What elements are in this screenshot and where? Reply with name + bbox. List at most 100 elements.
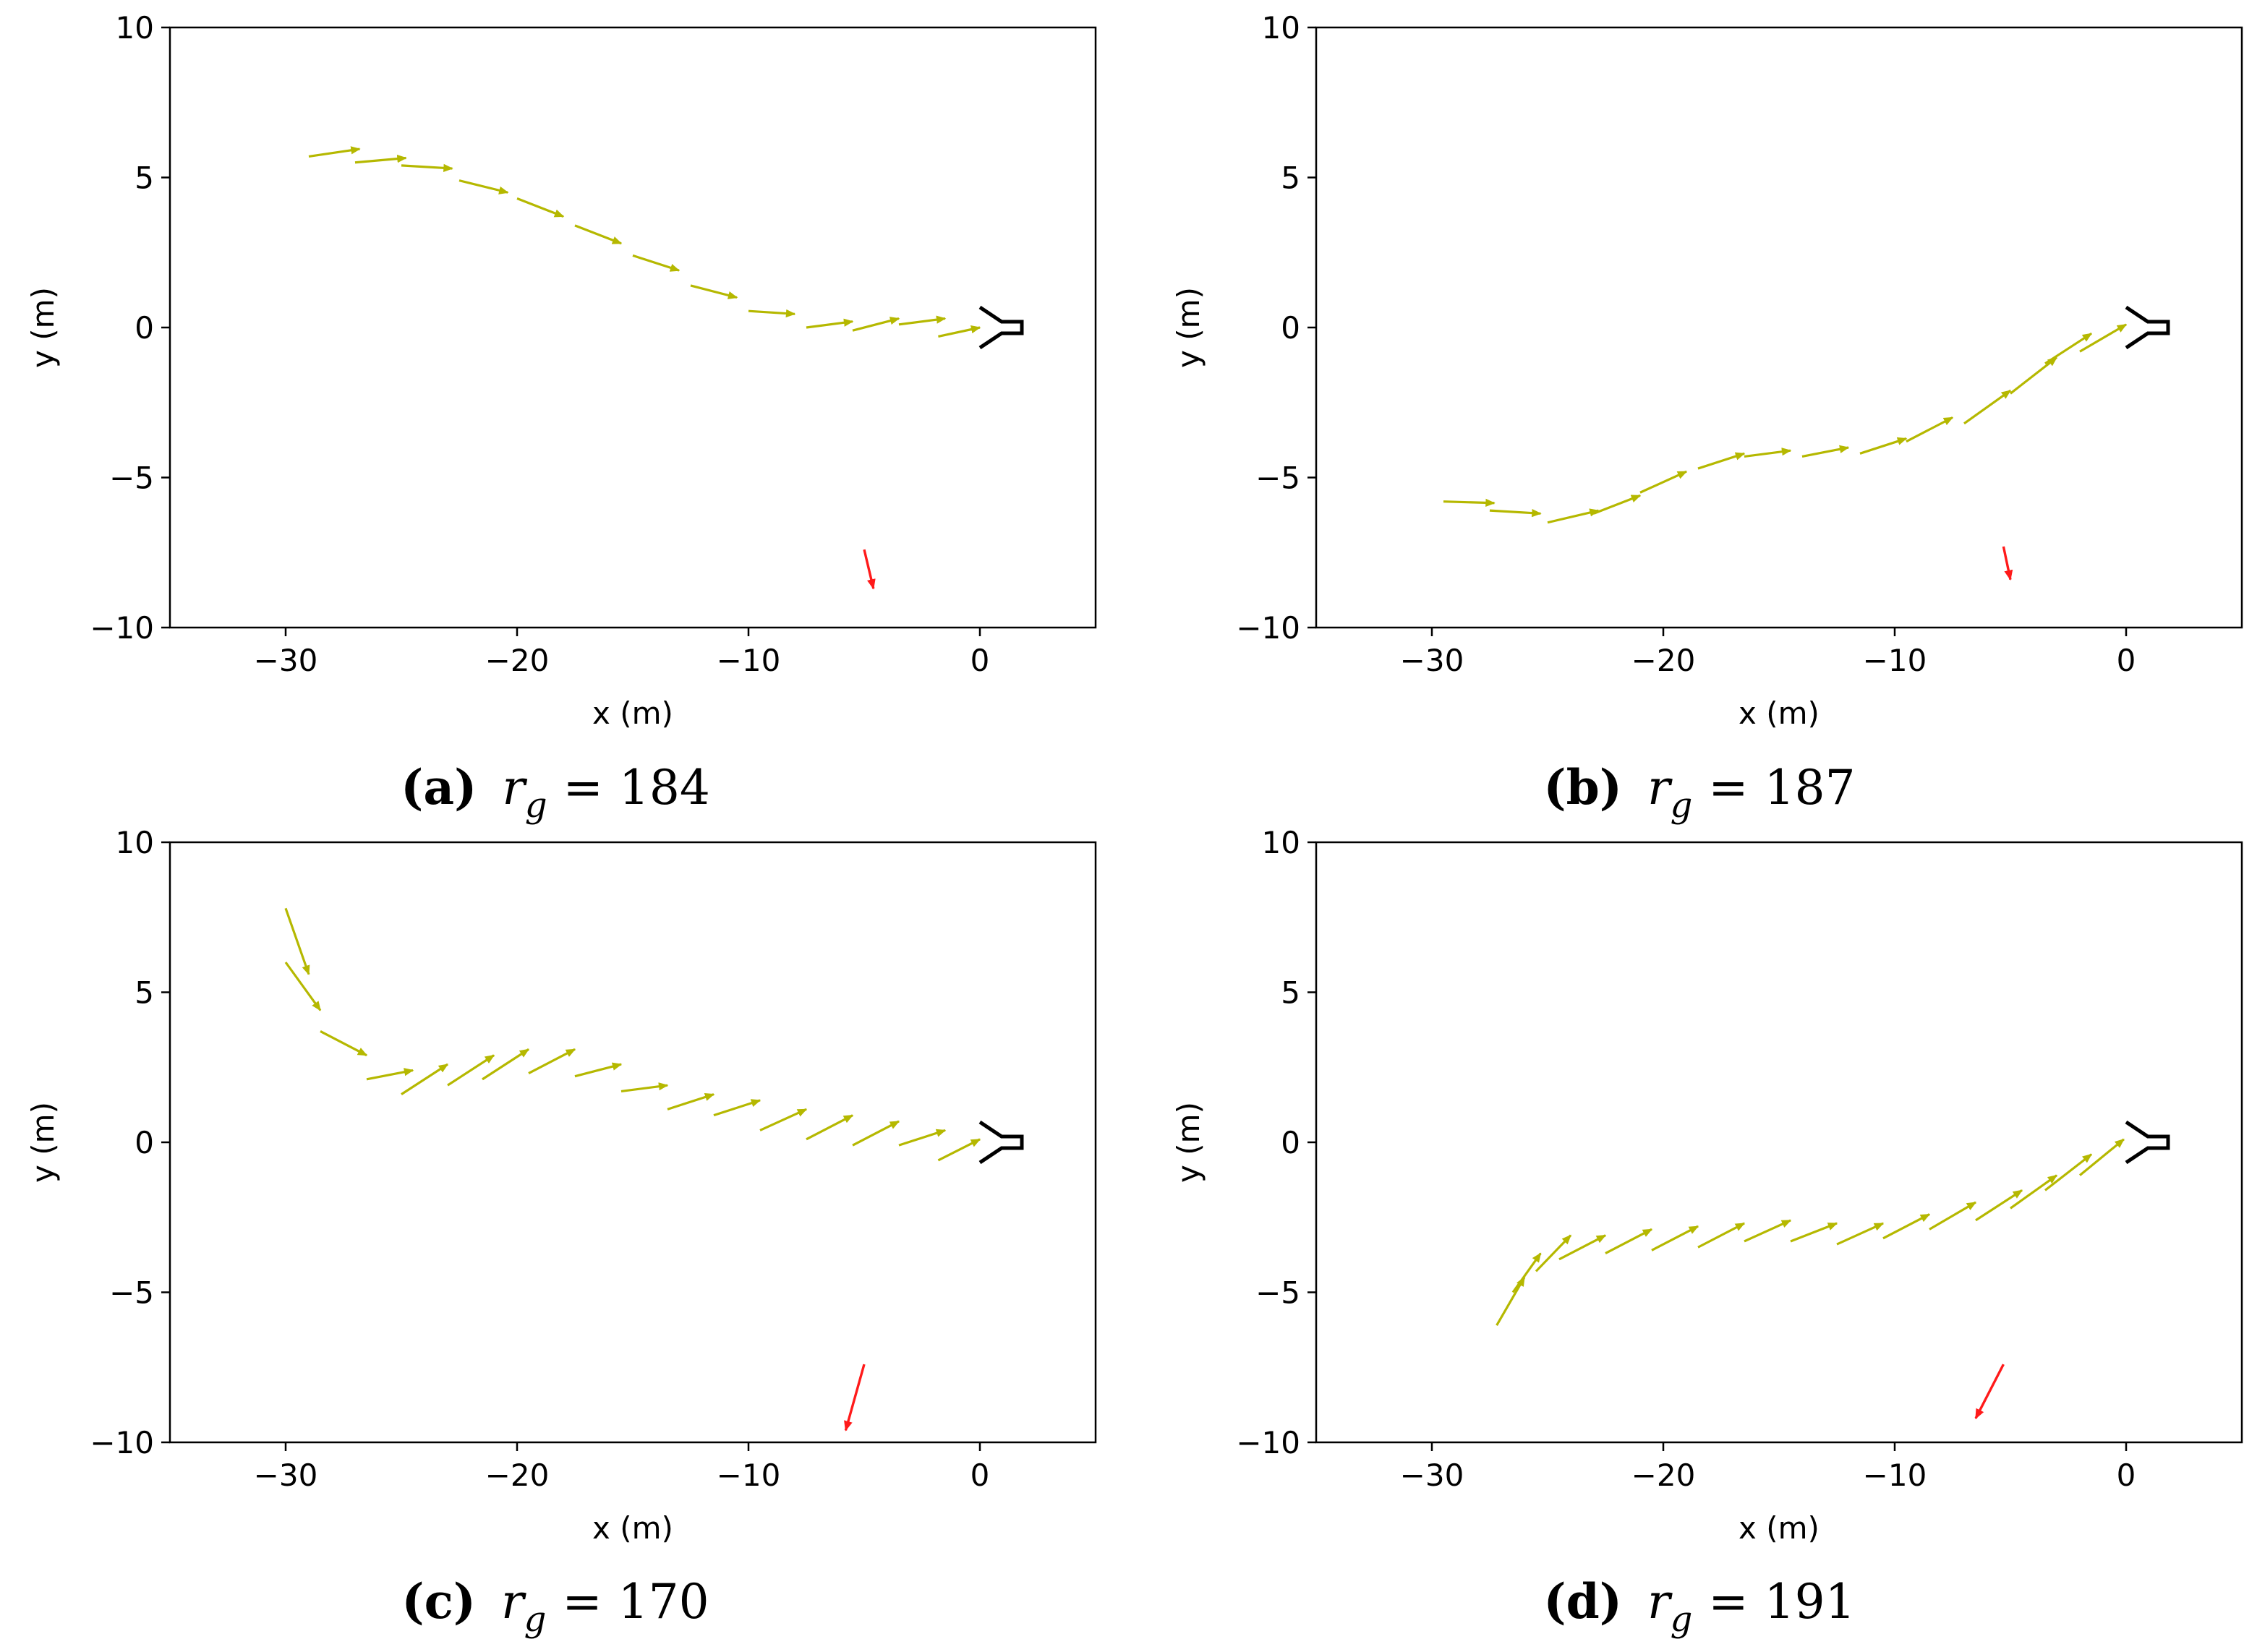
trajectory-arrow — [2010, 356, 2058, 395]
trajectory-arrow — [284, 907, 310, 975]
trajectory-arrow — [458, 179, 509, 194]
trajectory-arrow — [574, 224, 623, 245]
trajectory-arrow — [620, 1082, 669, 1093]
trajectory-arrow — [1929, 1201, 1977, 1231]
caption-tag: (b) — [1543, 759, 1622, 816]
trajectory-arrow — [482, 1048, 530, 1081]
trajectory-arrow — [284, 962, 322, 1011]
y-tick-label: 0 — [1281, 1125, 1300, 1160]
y-tick-label: 5 — [1281, 975, 1300, 1011]
plot-frame — [168, 841, 1097, 1444]
y-axis-label: y (m) — [25, 287, 61, 368]
caption-subscript: g — [1671, 785, 1693, 826]
axis-ticks: −30 −20 −10 0 −10 −5 0 5 10 — [1236, 825, 2136, 1493]
trajectory-arrows — [284, 907, 981, 1431]
y-tick-label: 5 — [135, 161, 154, 196]
x-tick-label: 0 — [970, 643, 990, 678]
wind-arrow — [844, 1364, 866, 1431]
caption-equals: = — [1708, 760, 1748, 816]
trajectory-arrow — [806, 1114, 854, 1141]
goal-gate-icon — [2125, 305, 2170, 350]
panel-caption: (b) rg = 187 — [1543, 759, 1855, 826]
caption-subscript: g — [525, 785, 547, 826]
y-tick-label: −5 — [1255, 1275, 1300, 1311]
trajectory-arrow — [1547, 508, 1600, 524]
x-axis-label: x (m) — [1739, 1510, 1819, 1546]
y-tick-label: 5 — [135, 975, 154, 1011]
y-tick-label: 10 — [116, 10, 154, 46]
x-tick-label: −30 — [254, 1458, 318, 1493]
trajectory-arrow — [898, 1129, 947, 1147]
panel-caption: (d) rg = 191 — [1543, 1573, 1855, 1640]
caption-subscript: g — [524, 1599, 547, 1640]
trajectory-arrow — [447, 1054, 495, 1087]
trajectory-arrow — [1744, 1219, 1792, 1243]
trajectory-arrow — [401, 163, 453, 172]
wind-arrow — [2002, 546, 2013, 581]
y-axis-label: y (m) — [1171, 1102, 1206, 1183]
x-tick-label: 0 — [2117, 1458, 2136, 1493]
trajectory-arrow — [401, 1063, 449, 1095]
caption-tag: (c) — [401, 1573, 476, 1630]
trajectory-arrow — [759, 1108, 808, 1131]
caption-value: 170 — [618, 1574, 709, 1630]
panel-b: −30 −20 −10 0 −10 −5 0 5 10 x (m) y (m) (b) rg = 1… — [1171, 10, 2243, 826]
y-axis-label: y (m) — [1171, 287, 1206, 368]
y-tick-label: −10 — [90, 1425, 154, 1460]
trajectory-arrow — [1593, 494, 1642, 515]
x-axis-label: x (m) — [592, 696, 673, 731]
trajectory-arrow — [1489, 508, 1542, 518]
caption-equals: = — [563, 760, 603, 816]
wind-arrow — [863, 549, 876, 590]
trajectory-arrow — [2044, 332, 2093, 365]
x-tick-label: −20 — [485, 1458, 550, 1493]
trajectory-arrow — [1801, 445, 1850, 458]
trajectory-arrows — [308, 146, 981, 590]
x-tick-label: −20 — [485, 643, 550, 678]
trajectory-arrow — [1697, 1222, 1746, 1249]
trajectory-arrow — [2079, 323, 2128, 353]
x-tick-label: −30 — [1400, 643, 1464, 678]
trajectory-arrow — [366, 1068, 414, 1081]
y-tick-label: −5 — [109, 1275, 154, 1311]
panel-caption: (c) rg = 170 — [401, 1573, 709, 1640]
y-tick-label: −10 — [1236, 610, 1300, 646]
y-tick-label: 0 — [135, 310, 154, 346]
goal-gate-icon — [2125, 1120, 2170, 1165]
y-tick-label: 10 — [1262, 825, 1300, 860]
x-tick-label: −10 — [1863, 1458, 1927, 1493]
trajectory-arrow — [713, 1099, 761, 1117]
x-tick-label: −20 — [1631, 1458, 1696, 1493]
trajectory-arrow — [2078, 1138, 2125, 1176]
trajectory-arrows — [1443, 323, 2128, 581]
goal-gate-shape — [2125, 1120, 2170, 1165]
x-axis-label: x (m) — [592, 1510, 673, 1546]
y-tick-label: 0 — [135, 1125, 154, 1160]
x-tick-label: 0 — [2117, 643, 2136, 678]
caption-variable: r — [501, 1574, 526, 1630]
trajectory-arrows — [1496, 1138, 2125, 1420]
y-axis-label: y (m) — [25, 1102, 61, 1183]
trajectory-arrow — [1906, 416, 1954, 443]
caption-tag: (d) — [1543, 1573, 1622, 1630]
trajectory-arrow — [1744, 448, 1792, 458]
trajectory-arrow — [852, 317, 900, 332]
panel-d: −30 −20 −10 0 −10 −5 0 5 10 x (m) y (m) (d) rg = 1… — [1171, 825, 2243, 1640]
y-tick-label: 10 — [1262, 10, 1300, 46]
trajectory-arrow — [1639, 470, 1688, 494]
y-tick-label: −5 — [109, 461, 154, 496]
y-tick-label: −10 — [1236, 1425, 1300, 1460]
trajectory-arrow — [938, 325, 981, 338]
plot-frame — [1315, 841, 2243, 1444]
trajectory-arrow — [898, 315, 947, 326]
trajectory-arrow — [852, 1120, 900, 1147]
trajectory-arrow — [1443, 498, 1496, 508]
panel-a: −30 −20 −10 0 −10 −5 0 5 10 x (m) y (m) (a) rg = 1… — [25, 10, 1097, 826]
goal-gate-icon — [978, 305, 1024, 350]
axis-ticks: −30 −20 −10 0 −10 −5 0 5 10 — [90, 10, 989, 678]
plot-frame — [168, 26, 1097, 629]
caption-equals: = — [562, 1574, 602, 1630]
trajectory-arrow — [1558, 1234, 1607, 1261]
trajectory-arrow — [1651, 1225, 1699, 1251]
